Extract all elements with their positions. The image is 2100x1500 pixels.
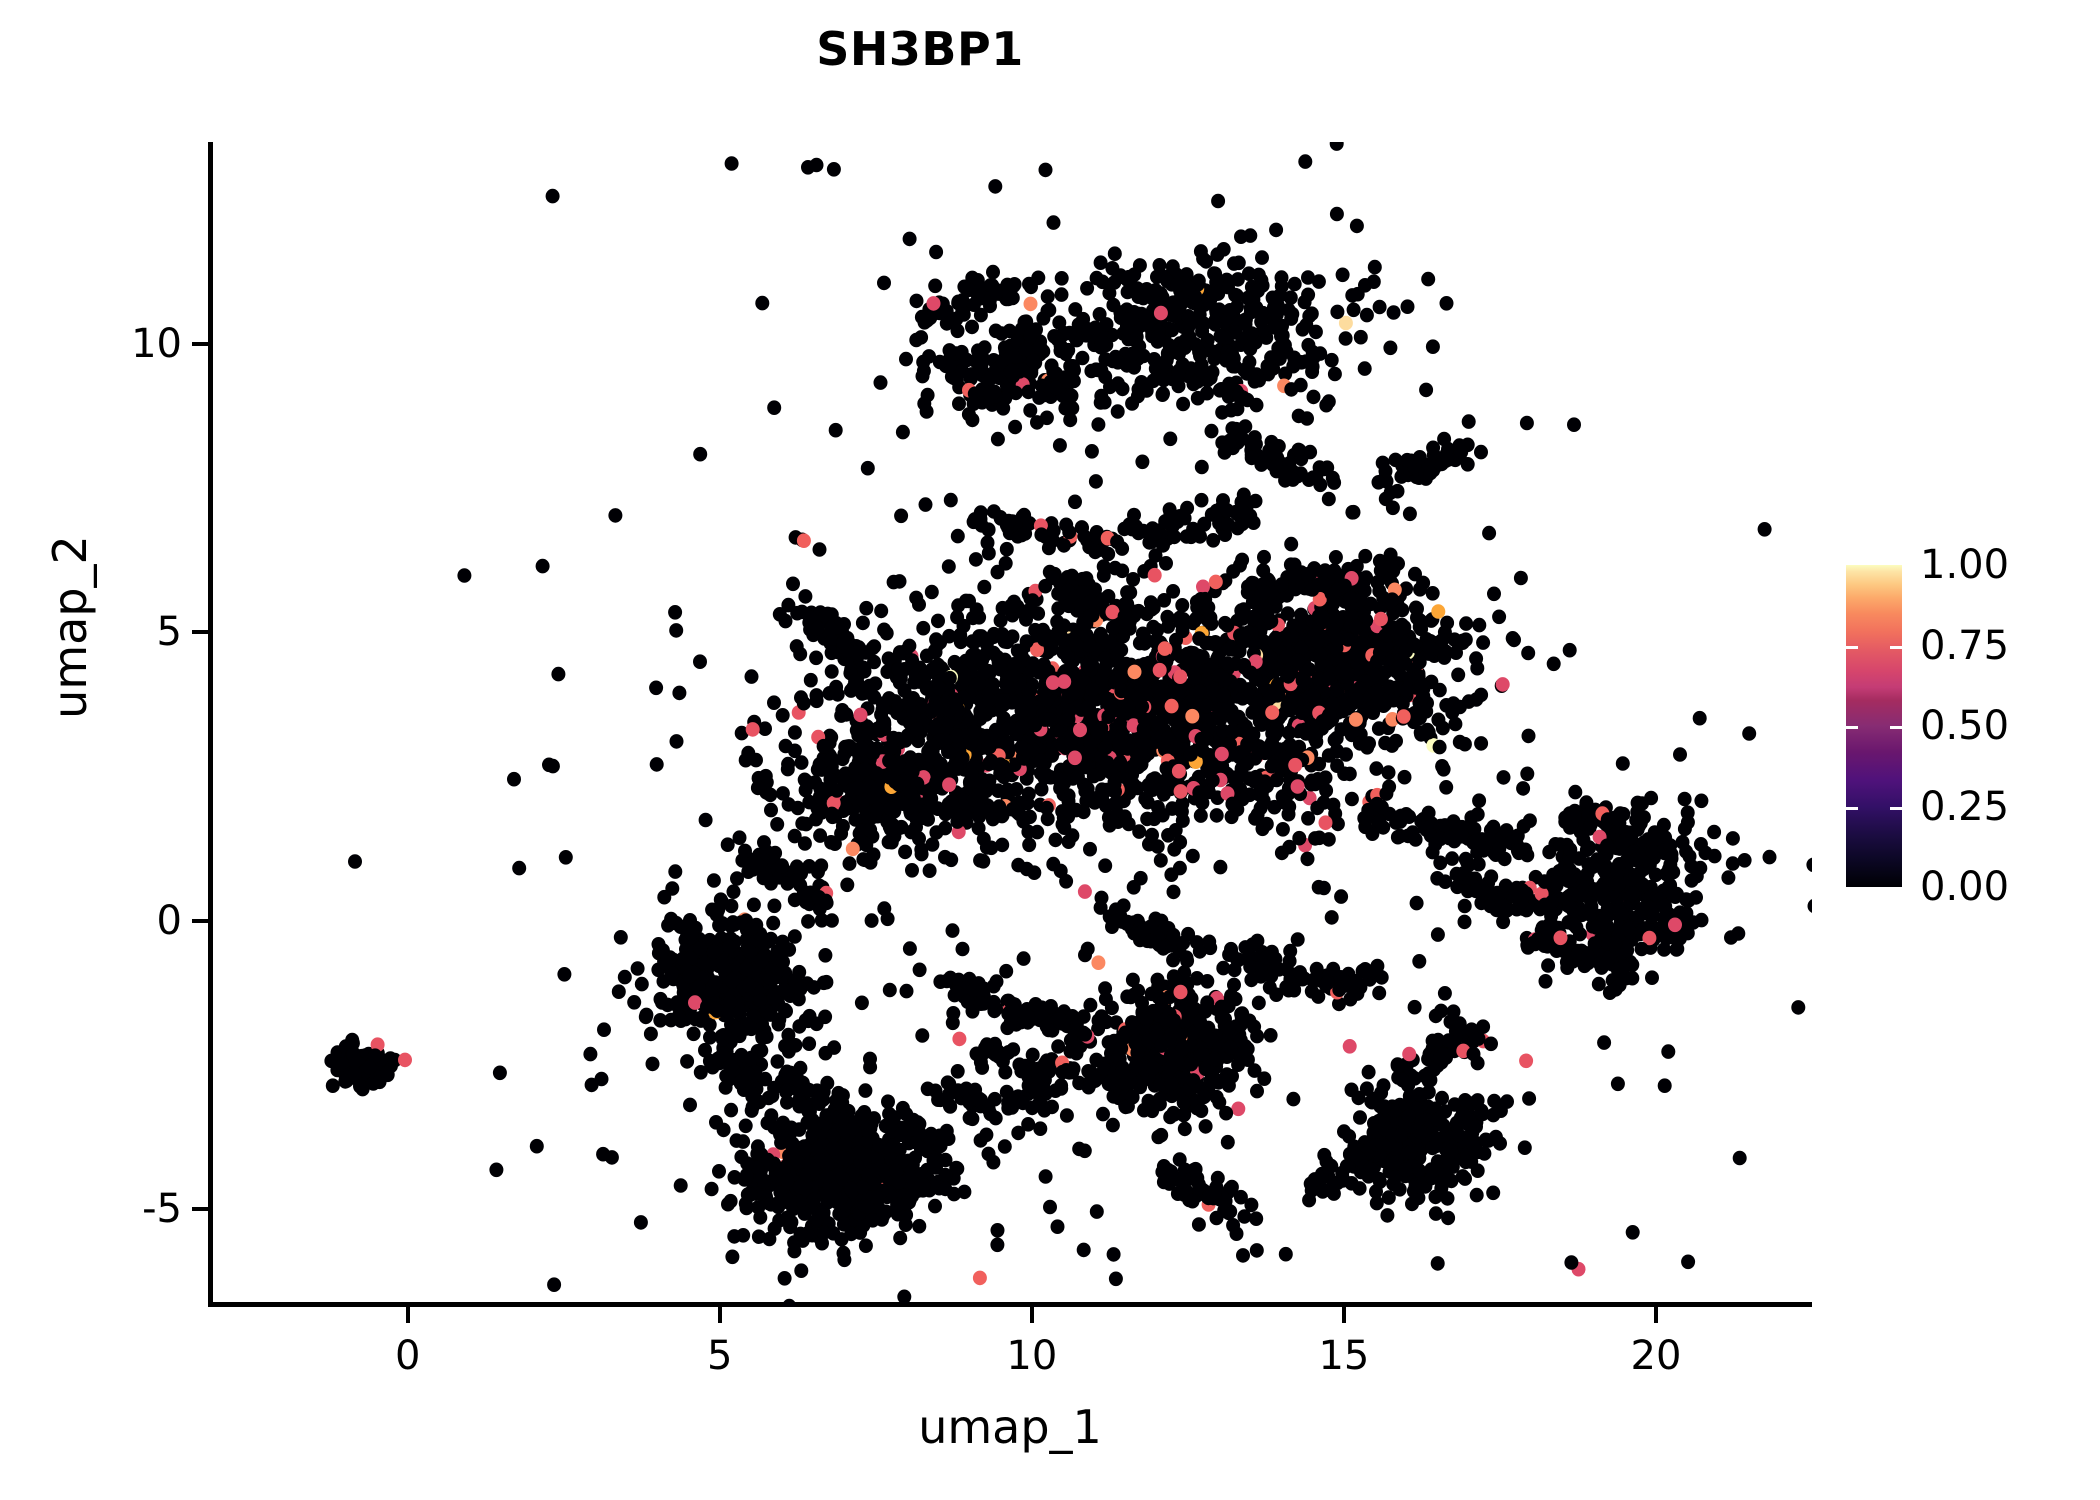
colorbar-tick-mark xyxy=(1846,645,1858,649)
x-axis-label: umap_1 xyxy=(918,1400,1102,1454)
colorbar-tick-mark xyxy=(1890,645,1902,649)
x-tick-mark xyxy=(717,1307,722,1323)
x-tick-label: 20 xyxy=(1630,1333,1682,1379)
colorbar: 1.00 0.75 0.50 0.25 0.00 xyxy=(1846,542,2076,910)
y-tick-mark xyxy=(192,341,208,346)
colorbar-tick-label: 0.00 xyxy=(1920,864,2010,910)
y-tick-label: 5 xyxy=(156,609,182,656)
colorbar-tick-label: 0.25 xyxy=(1920,783,2010,830)
y-tick-label: 10 xyxy=(131,320,182,367)
plot-axes: -5 0 5 10 0 5 10 15 20 xyxy=(131,142,1812,1379)
scatter-points xyxy=(324,142,1812,1307)
y-axis-label: umap_2 xyxy=(43,535,97,719)
colorbar-tick-mark xyxy=(1890,806,1902,810)
x-tick-label: 5 xyxy=(707,1333,733,1379)
colorbar-tick-mark xyxy=(1846,806,1858,810)
x-tick-mark xyxy=(1653,1307,1658,1323)
x-tick-mark xyxy=(1341,1307,1346,1323)
colorbar-tick-label: 0.75 xyxy=(1920,622,2010,669)
y-tick-label: -5 xyxy=(142,1185,182,1232)
x-tick-mark xyxy=(405,1307,410,1323)
colorbar-tick-mark xyxy=(1846,726,1858,729)
x-tick-mark xyxy=(1029,1307,1034,1323)
y-tick-mark xyxy=(192,1206,208,1211)
colorbar-tick-mark xyxy=(1890,726,1902,729)
x-tick-label: 0 xyxy=(394,1333,421,1379)
y-tick-mark xyxy=(192,630,208,635)
colorbar-tick-label: 1.00 xyxy=(1920,542,2010,588)
y-tick-label: 0 xyxy=(156,897,182,944)
x-tick-label: 15 xyxy=(1318,1333,1370,1379)
colorbar-tick-label: 0.50 xyxy=(1920,703,2010,749)
x-tick-label: 10 xyxy=(1006,1333,1058,1379)
x-axis-spine xyxy=(208,1302,1812,1307)
page-title: SH3BP1 xyxy=(816,22,1024,76)
y-tick-mark xyxy=(192,918,208,923)
y-axis-spine xyxy=(208,142,213,1307)
